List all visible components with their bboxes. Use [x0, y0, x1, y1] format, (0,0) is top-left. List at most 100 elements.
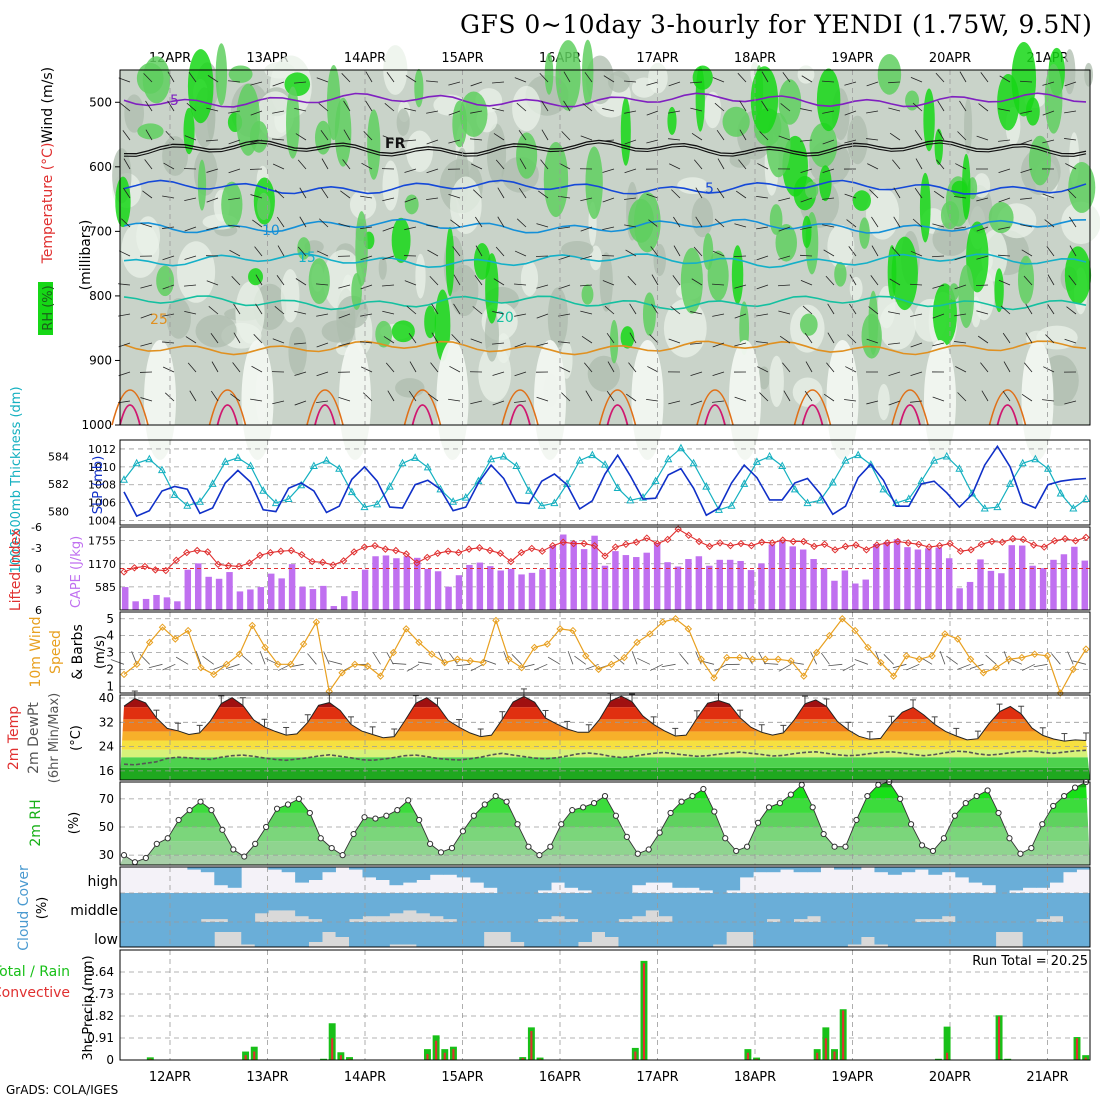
temp-axis-label: 2m Temp	[6, 706, 22, 770]
wind-barb	[847, 334, 857, 344]
wind-barb	[624, 139, 637, 145]
rh-contour-fill	[1036, 325, 1078, 350]
wind-barb	[1043, 366, 1055, 373]
wind-barb	[251, 365, 263, 373]
li-point	[287, 546, 296, 555]
thickness-point	[575, 456, 584, 464]
rh-contour-fill	[396, 108, 410, 136]
wind-barb	[232, 362, 241, 373]
precip-conv-bar	[816, 1052, 819, 1060]
wind-barb	[1025, 332, 1033, 344]
wind-barb	[998, 254, 1011, 257]
rh2m-axis-label: (%)	[67, 812, 82, 835]
rh-contour-fill	[877, 54, 902, 95]
wind-speed-point	[466, 657, 475, 665]
precip-conv-bar	[755, 1058, 758, 1060]
li-point	[747, 541, 756, 550]
wind-speed-point	[1056, 689, 1065, 697]
thickness-point	[879, 484, 888, 493]
precip-conv-bar	[634, 1051, 637, 1060]
cloud-cell	[739, 867, 754, 878]
wind-speed-point	[479, 658, 487, 667]
cape-bar	[1008, 545, 1016, 610]
wind-barb	[540, 159, 549, 170]
wind-speed-point	[197, 663, 205, 672]
isotherm-35-line	[509, 404, 531, 426]
cape-bar	[476, 562, 484, 610]
wind-barb	[404, 168, 417, 173]
li-point	[256, 551, 264, 560]
thickness-point	[790, 484, 799, 493]
rh-contour-fill	[609, 319, 619, 364]
wind-barb	[184, 284, 197, 287]
cloud-cell	[753, 893, 768, 922]
wind-barb	[602, 280, 615, 286]
li-point	[224, 562, 233, 570]
rh-contour-fill	[809, 122, 838, 168]
rh-point	[569, 807, 576, 814]
thickness-point	[1006, 479, 1015, 487]
rh-dry-zone	[631, 340, 664, 460]
isotherm-line	[123, 92, 1087, 108]
li-point	[475, 544, 484, 552]
rh-contour-fill	[775, 224, 797, 262]
rh-contour-fill	[183, 107, 195, 155]
thickness-point	[626, 495, 635, 504]
wind-barb	[933, 190, 945, 199]
wind-barb	[519, 158, 527, 170]
thickness-point	[309, 461, 318, 470]
wind-barb	[206, 197, 219, 203]
wind-barb	[558, 226, 571, 230]
date-label-bottom: 20APR	[929, 1070, 971, 1085]
wind-barb	[712, 77, 725, 83]
wind-barb	[230, 393, 241, 402]
cape-bar	[664, 562, 671, 610]
temperature-axis-label: Temperature (°C)	[40, 143, 56, 265]
wind-speed-point	[325, 687, 333, 696]
cloud-cell	[726, 893, 741, 922]
wind-barb	[228, 168, 241, 174]
wind-barb	[511, 654, 522, 665]
wind-barb	[805, 361, 813, 373]
wind-barb	[624, 168, 637, 174]
cloud-axis-label: (%)	[35, 897, 50, 920]
cloud-cell	[1076, 922, 1091, 947]
wind10-axis-label: & Barbs	[70, 624, 86, 680]
rh-contour-fill	[620, 97, 631, 166]
wind-barb	[338, 223, 351, 228]
wind-barb	[470, 338, 483, 344]
wind-barb	[668, 338, 681, 344]
wind-barb	[474, 216, 483, 228]
wind-barb	[229, 249, 241, 257]
rh-contour-fill	[834, 261, 847, 287]
isotherm-35-line	[606, 404, 629, 426]
wind-speed-point	[338, 669, 346, 677]
wind-barb	[474, 275, 483, 286]
rh-point	[667, 809, 674, 817]
wind-barb	[299, 216, 307, 228]
cloud-cell	[524, 922, 539, 947]
rh-point	[437, 849, 445, 856]
rh-point	[317, 835, 324, 842]
precip-conv-bar	[833, 1051, 836, 1060]
wind-speed-point	[492, 616, 500, 625]
wind-barb	[495, 246, 505, 257]
cloud-cell	[402, 922, 417, 945]
wind-barb	[671, 189, 681, 199]
wind-barb	[417, 661, 432, 665]
wind-barb	[871, 245, 879, 257]
wind-barb	[316, 77, 329, 83]
wind-barb	[1000, 305, 1011, 315]
thickness-point	[930, 456, 939, 464]
cloud-frame	[119, 866, 1091, 948]
wind-speed-point	[659, 618, 667, 626]
date-label-bottom: 15APR	[441, 1070, 483, 1085]
cloud-cell	[160, 893, 175, 922]
thickness-point	[651, 476, 660, 485]
rh-point	[219, 826, 226, 833]
li-point	[193, 546, 201, 555]
rh-contour-fill	[286, 86, 300, 159]
isotherm-30-line	[208, 389, 247, 426]
wind-speed-point	[145, 638, 154, 647]
cloud-cell	[928, 867, 943, 875]
